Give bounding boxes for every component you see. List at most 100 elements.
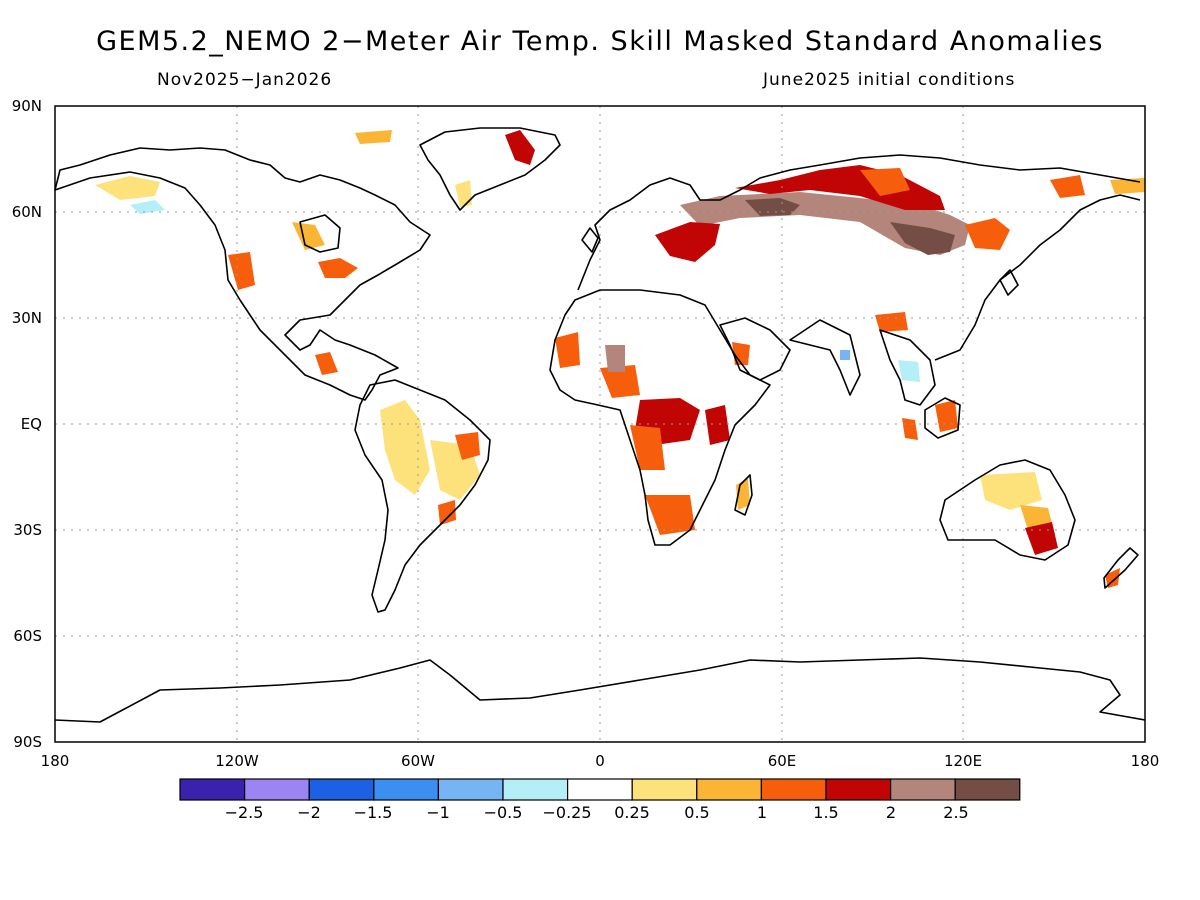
anomaly-alaska-cold <box>130 200 165 214</box>
anomaly-alaska <box>95 176 160 200</box>
colorbar-label: 2 <box>886 803 896 822</box>
colorbar-swatch <box>631 778 698 801</box>
colorbar-label: 0.25 <box>614 803 650 822</box>
coast-east-asia <box>934 194 1141 361</box>
anomaly-north-siberia-orange <box>860 168 910 196</box>
coast-north-america <box>54 147 431 401</box>
colorbar-swatch <box>889 778 956 801</box>
anomaly-southern-africa <box>645 495 695 535</box>
coast-se-asia <box>879 329 936 406</box>
anomaly-sumatra <box>902 418 918 440</box>
anomaly-sahara-brown <box>605 345 625 372</box>
anomaly-hudson <box>292 222 325 250</box>
coast-antarctica <box>54 657 1146 723</box>
coast-hudson-bay <box>299 214 341 253</box>
anomaly-siberia-dark <box>745 198 800 216</box>
lat-label: 60N <box>12 203 42 221</box>
coast-japan <box>999 269 1019 296</box>
lat-label: 30S <box>13 521 42 539</box>
anomaly-central-africa-orange <box>630 425 665 470</box>
anomaly-se-asia-cold <box>898 360 920 382</box>
coast-south-america <box>354 379 491 613</box>
anomaly-greenland-yellow <box>455 180 472 207</box>
colorbar-label: −1.5 <box>354 803 393 822</box>
lat-label: EQ <box>21 415 42 433</box>
anomaly-east-siberia <box>965 218 1010 250</box>
lon-label: 180 <box>1131 752 1160 770</box>
coast-africa <box>549 289 771 546</box>
lat-label: 60S <box>13 627 42 645</box>
colorbar-label: 1.5 <box>813 803 838 822</box>
anomaly-india-cold <box>840 350 850 360</box>
colorbar-swatch <box>825 778 892 801</box>
coast-asia-south <box>789 319 861 396</box>
anomaly-borneo <box>935 400 958 432</box>
lon-label: 60W <box>401 752 435 770</box>
anomaly-tibet <box>875 312 908 332</box>
anomaly-mexico <box>315 352 338 375</box>
colorbar-label: −2 <box>297 803 321 822</box>
anomaly-east-africa <box>705 405 730 445</box>
coast-australia <box>939 459 1076 561</box>
coast-borneo <box>924 397 961 439</box>
anomaly-canada-arctic <box>355 130 392 144</box>
map-title: GEM5.2_NEMO 2−Meter Air Temp. Skill Mask… <box>96 26 1104 57</box>
colorbar <box>179 778 1021 801</box>
colorbar-swatch <box>696 778 762 801</box>
coast-europe <box>577 154 1141 291</box>
colorbar-swatch <box>566 778 633 801</box>
colorbar-swatch <box>502 778 569 801</box>
lon-label: 120E <box>944 752 982 770</box>
colorbar-swatch <box>954 778 1021 801</box>
colorbar-label: 0.5 <box>684 803 709 822</box>
colorbar-label: −2.5 <box>225 803 264 822</box>
anomaly-layer <box>95 130 1145 588</box>
map-frame <box>54 105 1146 743</box>
lat-label: 90S <box>13 733 42 751</box>
colorbar-label: 1 <box>757 803 767 822</box>
initial-conditions: June2025 initial conditions <box>763 70 1016 90</box>
lon-label: 60E <box>768 752 797 770</box>
coast-madagascar <box>734 474 753 516</box>
colorbar-swatch <box>244 778 310 801</box>
anomaly-new-zealand <box>1105 568 1120 588</box>
anomaly-se-australia <box>1025 522 1058 555</box>
lat-label: 90N <box>12 97 42 115</box>
anomaly-ne-siberia <box>1050 175 1085 198</box>
anomaly-sahel <box>600 365 640 398</box>
colorbar-label: −0.25 <box>542 803 591 822</box>
anomaly-greenland-east <box>505 130 535 165</box>
anomaly-se-brazil <box>438 500 456 525</box>
colorbar-swatch <box>179 778 246 801</box>
anomaly-great-lakes <box>318 258 358 278</box>
forecast-period: Nov2025−Jan2026 <box>157 70 333 90</box>
lon-label: 120W <box>215 752 259 770</box>
longitude-labels: 180 120W 60W 0 60E 120E 180 <box>41 752 1160 770</box>
map-gridlines <box>55 106 1145 742</box>
anomaly-siberia-dark-east <box>890 222 955 255</box>
anomaly-sa-yellow <box>380 400 430 495</box>
lon-label: 0 <box>595 752 605 770</box>
coast-arabia <box>719 317 791 381</box>
anomaly-west-africa <box>555 332 580 368</box>
lon-label: 180 <box>41 752 70 770</box>
anomaly-brazil-ne <box>455 432 480 460</box>
colorbar-label: −0.5 <box>484 803 523 822</box>
coastlines <box>54 127 1146 723</box>
colorbar-swatch <box>308 778 375 801</box>
colorbar-label: 2.5 <box>943 803 968 822</box>
coast-greenland <box>419 127 561 211</box>
latitude-labels: 90N 60N 30N EQ 30S 60S 90S <box>12 97 42 751</box>
colorbar-label: −1 <box>426 803 450 822</box>
lat-label: 30N <box>12 309 42 327</box>
anomaly-australia-yellow <box>980 472 1042 510</box>
colorbar-swatch <box>760 778 827 801</box>
coast-uk <box>581 227 599 253</box>
colorbar-swatch <box>437 778 504 801</box>
anomaly-west-russia-red <box>655 222 720 262</box>
colorbar-labels: −2.5 −2 −1.5 −1 −0.5 −0.25 0.25 0.5 1 1.… <box>225 803 969 822</box>
anomaly-western-usa <box>228 252 255 290</box>
coast-new-zealand <box>1103 547 1139 589</box>
colorbar-swatch <box>373 778 439 801</box>
